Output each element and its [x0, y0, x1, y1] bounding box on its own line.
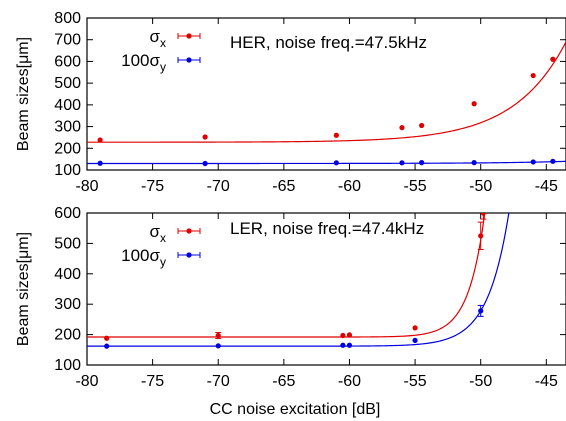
her-fit-curve-sigma-x	[87, 41, 566, 143]
ler-data-points	[104, 213, 487, 349]
her-data-point-sigma-x	[399, 125, 405, 131]
her-ytick-label: 700	[54, 32, 81, 49]
ler-fit-curve-sigma-y	[87, 213, 510, 347]
ler-data-point-sigma-y	[477, 304, 484, 317]
her-xtick-label: -55	[404, 178, 427, 195]
her-panel-title: HER, noise freq.=47.5kHz	[230, 33, 427, 52]
ler-data-point-sigma-y	[340, 342, 346, 348]
her-data-point-sigma-y	[399, 160, 405, 166]
ler-xtick-label: -60	[338, 373, 361, 390]
her-data-point-sigma-y	[419, 160, 425, 166]
her-xtick-label: -75	[141, 178, 164, 195]
ler-data-point-sigma-y	[104, 343, 110, 349]
ler-legend-marker-sigma-x	[177, 228, 201, 234]
her-data-point-sigma-x	[202, 134, 208, 140]
ler-data-point-sigma-y	[215, 343, 221, 349]
her-ytick-label: 300	[54, 119, 81, 136]
her-data-point-sigma-x	[530, 72, 536, 79]
ler-data-point-sigma-x	[412, 325, 418, 331]
her-xtick-label: -50	[469, 178, 492, 195]
ler-data-point-sigma-x	[346, 332, 353, 338]
ler-ytick-label: 500	[54, 235, 81, 252]
her-legend-marker-sigma-x	[177, 33, 201, 39]
her-data-point-sigma-x	[471, 101, 477, 107]
her-data-point-sigma-x	[419, 122, 425, 129]
her-xtick-label: -45	[535, 178, 558, 195]
her-data-point-sigma-y	[202, 160, 208, 167]
her-data-point-sigma-x	[333, 132, 339, 138]
ler-data-point-sigma-x	[104, 335, 110, 341]
ler-panel-title: LER, noise freq.=47.4kHz	[230, 219, 424, 238]
her-xtick-label: -65	[272, 178, 295, 195]
ler-y-axis-label: Beam sizes[μm]	[15, 232, 32, 346]
ler-ytick-label: 200	[54, 327, 81, 344]
ler-data-point-sigma-y	[412, 337, 418, 343]
her-data-point-sigma-y	[471, 160, 477, 166]
her-data-point-sigma-x	[550, 56, 556, 62]
her-data-point-sigma-y	[550, 158, 556, 164]
her-data-point-sigma-y	[530, 159, 536, 165]
ler-data-point-sigma-x	[215, 331, 222, 340]
her-fit-curve-sigma-y	[87, 160, 566, 165]
her-panel: 100 200 300 400 500 600 700 800 -80 -75 -70 -65 -60 -…	[15, 10, 566, 195]
her-xtick-label: -70	[207, 178, 230, 195]
ler-data-point-sigma-x	[340, 332, 346, 339]
ler-xtick-label: -50	[469, 373, 492, 390]
ler-panel: 100 200 300 400 500 600 -80 -75 -70 -65 -60 -55 -50 -…	[15, 205, 566, 390]
her-legend-label-sigma-x: σx	[150, 27, 167, 50]
her-xtick-label: -60	[338, 178, 361, 195]
ler-legend-marker-sigma-y	[177, 252, 201, 258]
ler-legend-label-sigma-x: σx	[150, 222, 167, 245]
ler-xtick-label: -70	[207, 373, 230, 390]
ler-xtick-label: -65	[272, 373, 295, 390]
ler-data-point-sigma-x	[480, 213, 487, 220]
her-data-point-sigma-x	[97, 137, 103, 143]
her-ytick-label: 200	[54, 140, 81, 157]
ler-ytick-label: 300	[54, 296, 81, 313]
ler-fit-curves	[87, 213, 510, 347]
her-y-axis-label: Beam sizes[μm]	[15, 37, 32, 151]
her-ytick-label: 600	[54, 53, 81, 70]
her-data-point-sigma-y	[333, 160, 339, 166]
ler-data-point-sigma-x	[477, 221, 484, 250]
ler-legend-label-sigma-y: 100σy	[121, 246, 166, 269]
ler-xtick-label: -75	[141, 373, 164, 390]
ler-xtick-label: -45	[535, 373, 558, 390]
her-ytick-label: 100	[54, 162, 81, 179]
ler-ytick-label: 600	[54, 205, 81, 222]
ler-xtick-label: -80	[75, 373, 98, 390]
her-ytick-label: 500	[54, 75, 81, 92]
x-axis-label: CC noise excitation [dB]	[210, 401, 381, 418]
her-ytick-label: 800	[54, 10, 81, 27]
her-plot-frame	[86, 17, 566, 171]
her-data-points	[97, 56, 556, 167]
her-legend-label-sigma-y: 100σy	[121, 51, 166, 74]
ler-data-point-sigma-y	[346, 342, 353, 348]
ler-ytick-label: 100	[54, 357, 81, 374]
her-axis-ticks: 100 200 300 400 500 600 700 800 -80 -75 -70 -65 -60 -…	[54, 10, 566, 195]
ler-xtick-label: -55	[404, 373, 427, 390]
ler-axis-ticks: 100 200 300 400 500 600 -80 -75 -70 -65 -60 -55 -50 -…	[54, 205, 566, 390]
her-data-point-sigma-y	[97, 160, 103, 166]
ler-plot-frame	[86, 212, 566, 366]
her-legend-marker-sigma-y	[177, 57, 201, 63]
her-fit-curves	[87, 41, 566, 165]
her-ytick-label: 400	[54, 97, 81, 114]
ler-ytick-label: 400	[54, 266, 81, 283]
ler-fit-curve-sigma-x	[87, 213, 486, 338]
her-xtick-label: -80	[75, 178, 98, 195]
